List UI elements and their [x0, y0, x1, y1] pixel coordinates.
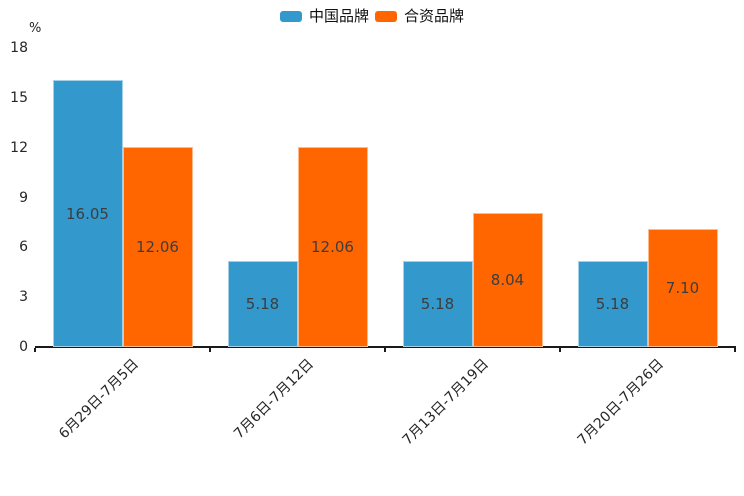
x-axis-tick — [734, 348, 736, 352]
legend-label-joint-venture-brand: 合资品牌 — [404, 7, 465, 25]
bar-value-label: 5.18 — [245, 294, 280, 313]
bar-value-label: 7.10 — [665, 279, 700, 298]
bar-joint-venture-brand: 12.06 — [297, 146, 368, 347]
bar-china-brand: 5.18 — [402, 260, 473, 347]
x-axis-line — [35, 346, 736, 348]
bar-value-label: 12.06 — [136, 237, 179, 256]
y-axis-tick-label: 9 — [19, 189, 28, 206]
legend-swatch-china-brand — [279, 10, 302, 22]
x-axis-tick-label: 7月6日-7月12日 — [230, 356, 317, 443]
bar-value-label: 5.18 — [595, 294, 630, 313]
y-axis-tick-label: 18 — [10, 40, 28, 56]
bar-value-label: 12.06 — [311, 237, 354, 256]
bar-joint-venture-brand: 8.04 — [472, 213, 543, 347]
y-axis-unit-label: % — [29, 21, 42, 36]
x-axis-tick — [34, 348, 36, 352]
bar-china-brand: 5.18 — [577, 260, 648, 347]
bar-value-label: 5.18 — [420, 294, 455, 313]
y-axis-tick-label: 12 — [10, 139, 28, 156]
y-axis-tick-label: 0 — [19, 339, 28, 355]
x-axis-tick-label: 7月13日-7月19日 — [399, 356, 492, 449]
y-axis-tick-label: 15 — [10, 89, 28, 106]
legend-item-joint-venture-brand[interactable]: 合资品牌 — [375, 6, 464, 26]
y-axis-tick-label: 3 — [19, 289, 28, 306]
bar-joint-venture-brand: 7.10 — [647, 229, 718, 347]
x-axis-tick-label: 7月20日-7月26日 — [574, 356, 667, 449]
x-axis-tick — [384, 348, 386, 352]
legend-label-china-brand: 中国品牌 — [308, 7, 369, 25]
x-axis-tick — [559, 348, 561, 352]
bar-china-brand: 5.18 — [227, 260, 298, 347]
bar-value-label: 16.05 — [66, 204, 109, 223]
bar-value-label: 8.04 — [490, 271, 525, 290]
bar-joint-venture-brand: 12.06 — [122, 146, 193, 347]
x-axis-tick-label: 6月29日-7月5日 — [55, 356, 142, 443]
bar-china-brand: 16.05 — [52, 80, 123, 347]
legend-swatch-joint-venture-brand — [375, 10, 397, 22]
y-axis-tick-label: 6 — [19, 239, 28, 256]
chart-legend: 中国品牌 合资品牌 — [0, 6, 744, 26]
x-axis-tick — [209, 348, 211, 352]
legend-item-china-brand[interactable]: 中国品牌 — [279, 6, 369, 26]
